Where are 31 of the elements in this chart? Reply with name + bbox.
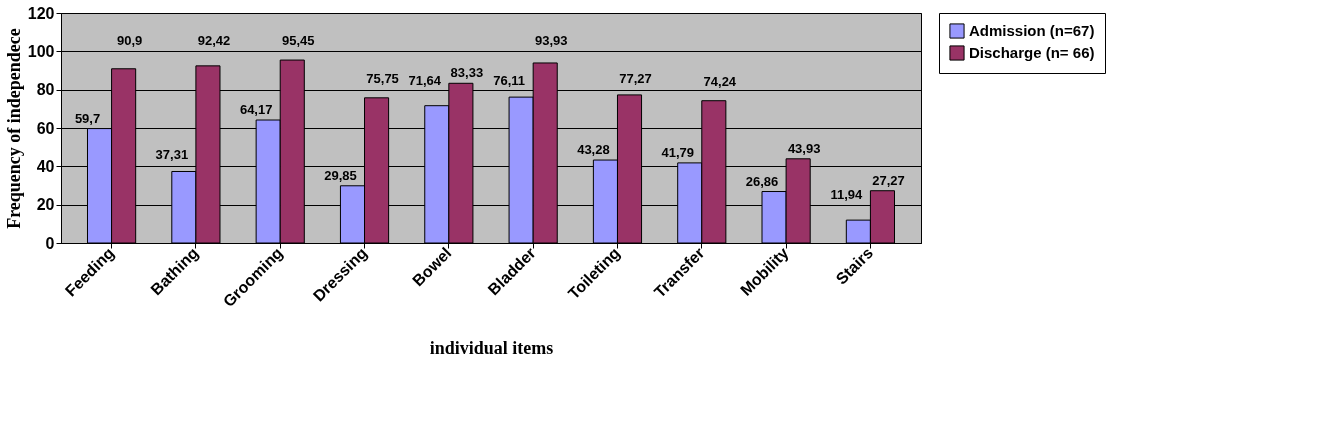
data-label: 83,33 [450, 65, 484, 81]
x-axis-title: individual items [429, 338, 554, 359]
data-label: 76,11 [493, 73, 526, 89]
data-label: 37,31 [155, 147, 189, 163]
data-label: 11,94 [830, 187, 864, 203]
data-label: 59,7 [74, 110, 101, 126]
y-axis-title: Frequency of independece [3, 28, 24, 229]
data-label: 26,86 [745, 173, 779, 189]
data-label: 77,27 [619, 70, 652, 86]
y-tick-label: 80 [36, 81, 55, 99]
data-label: 29,85 [324, 167, 357, 183]
y-tick-label: 60 [36, 119, 55, 137]
data-label: 27,27 [872, 172, 905, 188]
data-label: 95,45 [281, 33, 315, 49]
y-tick-label: 120 [27, 4, 55, 22]
y-tick-label: 100 [27, 42, 55, 60]
data-label: 43,93 [787, 140, 821, 156]
data-label: 93,93 [534, 32, 568, 48]
data-label: 71,64 [408, 72, 442, 88]
data-label: 74,24 [703, 73, 737, 89]
legend-label: Admission (n=67) [969, 22, 1095, 39]
data-label: 64,17 [239, 102, 273, 118]
legend-label: Discharge (n= 66) [969, 44, 1095, 61]
y-tick-label: 40 [36, 157, 55, 175]
data-label: 43,28 [577, 142, 610, 158]
data-label: 90,9 [116, 32, 143, 48]
data-label: 92,42 [197, 32, 231, 48]
y-tick-label: 0 [45, 234, 55, 252]
data-label: 75,75 [366, 70, 399, 86]
y-tick-label: 20 [36, 196, 55, 214]
data-label: 41,79 [661, 144, 695, 160]
